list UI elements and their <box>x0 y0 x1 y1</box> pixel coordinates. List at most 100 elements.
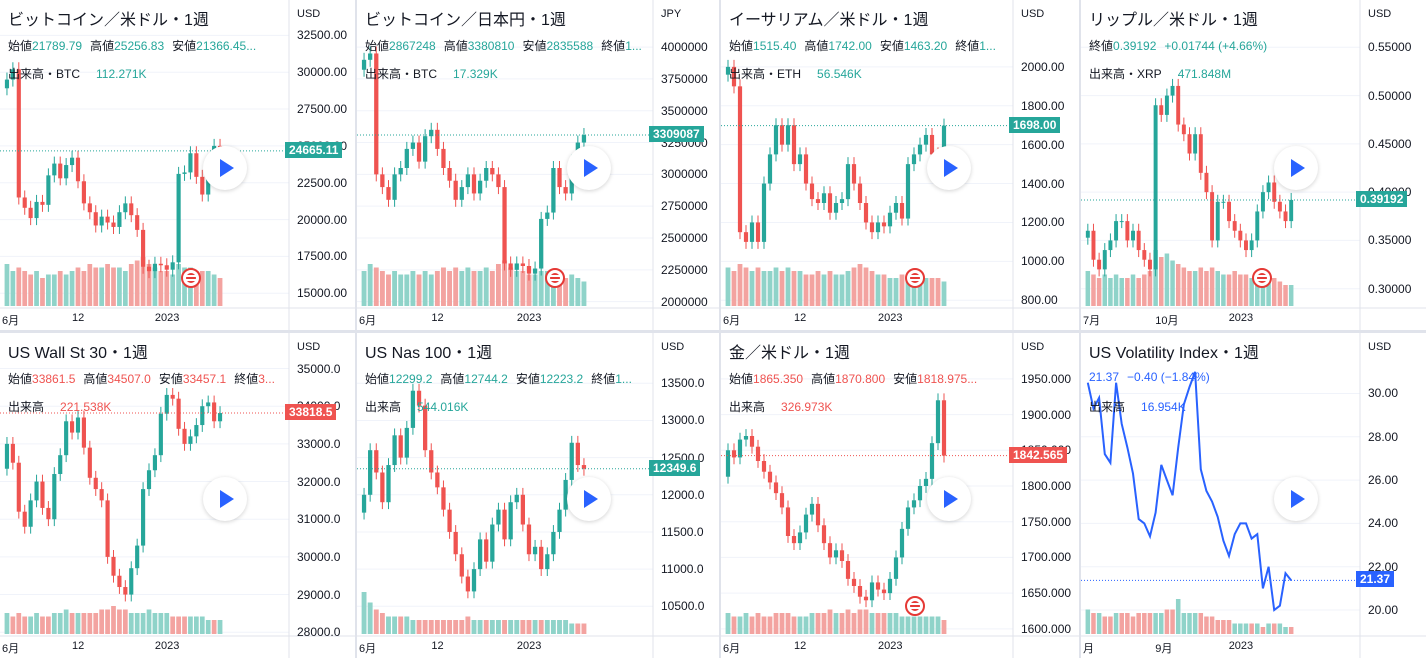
candle-body <box>514 494 519 503</box>
candle-body <box>791 125 797 165</box>
event-flag-icon[interactable] <box>545 268 565 288</box>
x-tick-label: 2023 <box>878 640 903 652</box>
ohlc-value: 1865.350 <box>753 372 804 386</box>
event-flag-icon[interactable] <box>905 268 925 288</box>
volume-bar <box>46 616 51 634</box>
volume-bar <box>851 267 857 306</box>
candle-body <box>465 576 471 592</box>
play-button[interactable] <box>203 476 247 521</box>
candle-body <box>16 69 21 198</box>
y-tick-label: 30.00 <box>1368 386 1399 401</box>
ohlc-key: 始値 <box>365 372 390 386</box>
volume-bar <box>508 620 514 634</box>
chart-panel-us30[interactable]: US Wall St 30・1週 始値33861.5 高値34507.0 安値3345… <box>0 333 355 658</box>
y-tick-label: 10500.0 <box>661 599 705 614</box>
event-flag-icon[interactable] <box>1252 268 1272 288</box>
chart-panel-xrp-usd[interactable]: リップル／米ドル・1週 終値0.39192 +0.01744 (+4.66%) 出来高… <box>1081 0 1426 330</box>
volume-bar <box>422 620 428 634</box>
volume-bar <box>57 271 63 306</box>
volume-bar <box>441 267 446 306</box>
chart-panel-xau-usd[interactable]: 金／米ドル・1週 始値1865.350 高値1870.800 安値1818.975..… <box>721 333 1079 658</box>
candle-body <box>1181 124 1186 135</box>
chart-panel-btc-jpy[interactable]: ビットコイン／日本円・1週 始値2867248 高値3380810 安値2835588… <box>357 0 719 330</box>
candle-body <box>911 500 917 508</box>
candle-body <box>887 212 893 227</box>
candle-body <box>182 172 187 174</box>
chart-panel-btc-usd[interactable]: ビットコイン／米ドル・1週 始値21789.79 高値25256.83 安値21366… <box>0 0 355 330</box>
volume-bar <box>182 616 187 634</box>
candle-body <box>164 265 169 270</box>
x-tick-label: 9月 <box>1155 643 1173 655</box>
volume-legend: 出来高・BTC 17.329K <box>365 65 498 82</box>
volume-value: 471.848M <box>1177 67 1232 81</box>
candle-body <box>857 586 863 597</box>
volume-bar <box>761 271 767 306</box>
volume-bar <box>905 616 911 634</box>
volume-bar <box>1226 274 1232 306</box>
ohlc-key: 終値 <box>601 39 626 53</box>
candle-body <box>502 187 507 264</box>
play-button[interactable] <box>927 146 971 190</box>
volume-bar <box>87 613 93 634</box>
chart-panel-vix[interactable]: US Volatility Index・1週 21.37 −0.40 (−1.84%… <box>1081 333 1426 658</box>
event-flag-icon[interactable] <box>905 596 925 616</box>
chart-svg <box>0 0 355 330</box>
volume-bar <box>465 616 471 634</box>
play-button[interactable] <box>203 146 247 190</box>
volume-bar <box>434 620 440 634</box>
volume-bar <box>1215 620 1221 634</box>
volume-bar <box>767 271 773 306</box>
volume-bar <box>1119 613 1124 634</box>
candle-body <box>471 569 477 592</box>
volume-bar <box>863 267 869 306</box>
volume-bar <box>428 620 434 634</box>
volume-bar <box>1102 616 1108 634</box>
volume-bar <box>809 274 815 306</box>
candle-body <box>839 550 845 561</box>
volume-value: 17.329K <box>453 67 498 81</box>
volume-bar <box>40 616 45 634</box>
volume-bar <box>929 616 935 634</box>
play-button[interactable] <box>567 476 611 521</box>
volume-bar <box>911 616 917 634</box>
y-tick-label: 1900.000 <box>1021 407 1072 422</box>
ohlc-key: 高値 <box>83 372 108 386</box>
candle-body <box>875 222 881 233</box>
candle-body <box>526 524 532 555</box>
volume-bar <box>1136 278 1141 306</box>
candle-body <box>105 216 110 223</box>
chart-panel-nas100[interactable]: US Nas 100・1週 始値12299.2 高値12744.2 安値12223.2… <box>357 333 719 658</box>
play-button[interactable] <box>1274 476 1318 521</box>
chart-svg <box>1081 0 1426 330</box>
volume-bar <box>1125 613 1130 634</box>
candle-body <box>87 203 92 213</box>
event-flag-icon[interactable] <box>181 268 201 288</box>
volume-bar <box>923 278 929 306</box>
candle-body <box>404 427 409 458</box>
y-tick-label: 32500.00 <box>297 28 348 43</box>
candle-body <box>514 263 519 270</box>
candle-body <box>117 575 122 588</box>
last-price-badge: 12349.6 <box>649 459 701 476</box>
chart-title: ビットコイン／米ドル・1週 <box>8 12 209 29</box>
y-tick-label: 28.00 <box>1368 429 1399 444</box>
volume-bar <box>1192 271 1198 306</box>
volume-bar <box>857 264 863 306</box>
ohlc-legend: 終値0.39192 +0.01744 (+4.66%) <box>1089 37 1275 54</box>
play-button[interactable] <box>567 146 611 190</box>
candle-body <box>845 561 851 579</box>
volume-bar <box>128 613 134 634</box>
ohlc-key: 始値 <box>8 39 33 53</box>
volume-label: 出来高 <box>729 400 766 414</box>
volume-bar <box>761 616 767 634</box>
play-button[interactable] <box>927 476 971 521</box>
volume-bar <box>887 278 893 306</box>
candle-body <box>532 546 538 555</box>
play-button[interactable] <box>1274 146 1318 190</box>
volume-bar <box>815 613 821 634</box>
chart-panel-eth-usd[interactable]: イーサリアム／米ドル・1週 始値1515.40 高値1742.00 安値1463.20… <box>721 0 1079 330</box>
y-tick-label: 20000.00 <box>297 212 348 227</box>
volume-bar <box>1136 613 1141 634</box>
candle-body <box>135 545 140 569</box>
candle-body <box>725 450 731 477</box>
